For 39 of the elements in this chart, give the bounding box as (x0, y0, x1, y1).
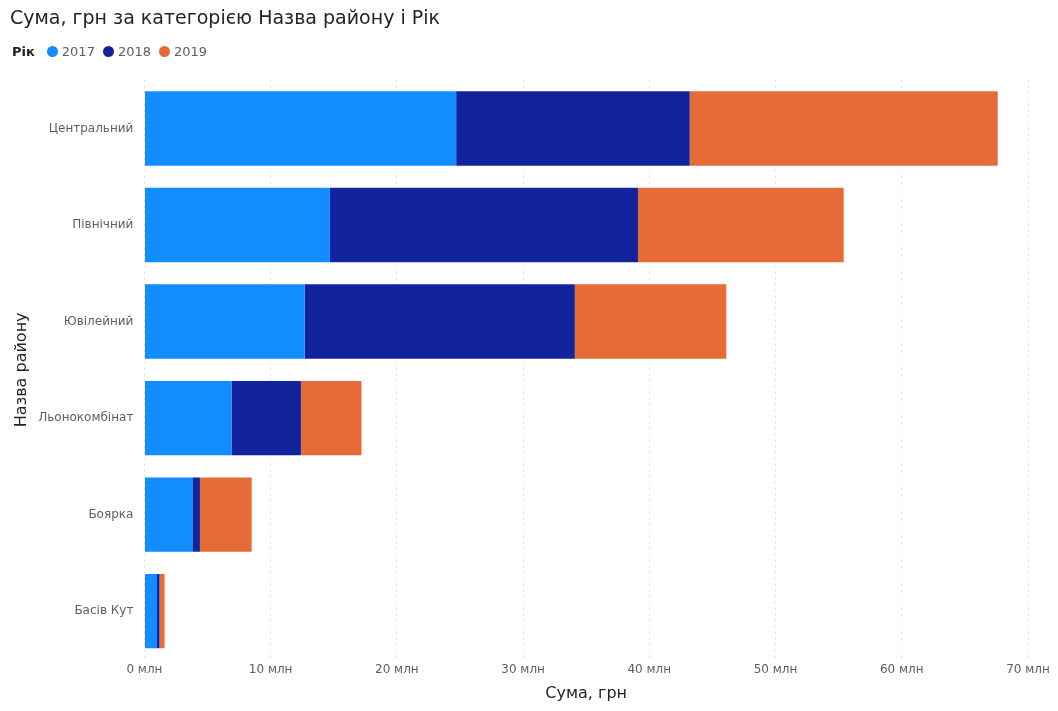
x-tick-label: 70 млн (1006, 661, 1050, 676)
bar (144, 91, 457, 166)
y-tick-label: Басів Кут (74, 603, 134, 618)
legend-label: 2017 (61, 44, 95, 59)
x-tick-label: 40 млн (627, 661, 672, 676)
x-tick-label: 30 млн (501, 661, 545, 676)
bar (144, 573, 158, 649)
bar (192, 477, 200, 552)
bar (329, 187, 638, 263)
bar (144, 380, 232, 456)
x-tick-label: 50 млн (753, 661, 798, 676)
bar (304, 284, 575, 359)
legend-label: 2019 (174, 44, 208, 59)
y-tick-label: Північний (72, 217, 134, 232)
bar (157, 573, 160, 649)
y-tick-label: Боярка (88, 506, 134, 521)
x-tick-label: 60 млн (879, 661, 924, 676)
bar (637, 187, 844, 263)
legend-title: Рік (12, 44, 35, 59)
y-tick-label: Центральний (48, 120, 134, 135)
x-tick-label: 10 млн (248, 661, 293, 676)
bar (456, 91, 690, 166)
x-axis-title: Сума, грн (545, 682, 628, 702)
bar (689, 91, 998, 166)
bar (159, 573, 165, 649)
x-tick-label: 20 млн (375, 661, 419, 676)
bar (300, 380, 362, 456)
bar (144, 477, 193, 552)
legend-label: 2018 (117, 44, 151, 59)
y-tick-label: Ювілейний (63, 313, 134, 328)
chart-title: Сума, грн за категорією Назва району і Рік (10, 6, 440, 28)
bar (574, 284, 727, 359)
y-tick-label: Льонокомбінат (38, 410, 134, 425)
y-axis-title: Назва району (10, 312, 30, 428)
bar (144, 187, 330, 263)
bar (199, 477, 252, 552)
bar (144, 284, 305, 359)
bar (231, 380, 301, 456)
x-tick-label: 0 млн (126, 661, 163, 676)
